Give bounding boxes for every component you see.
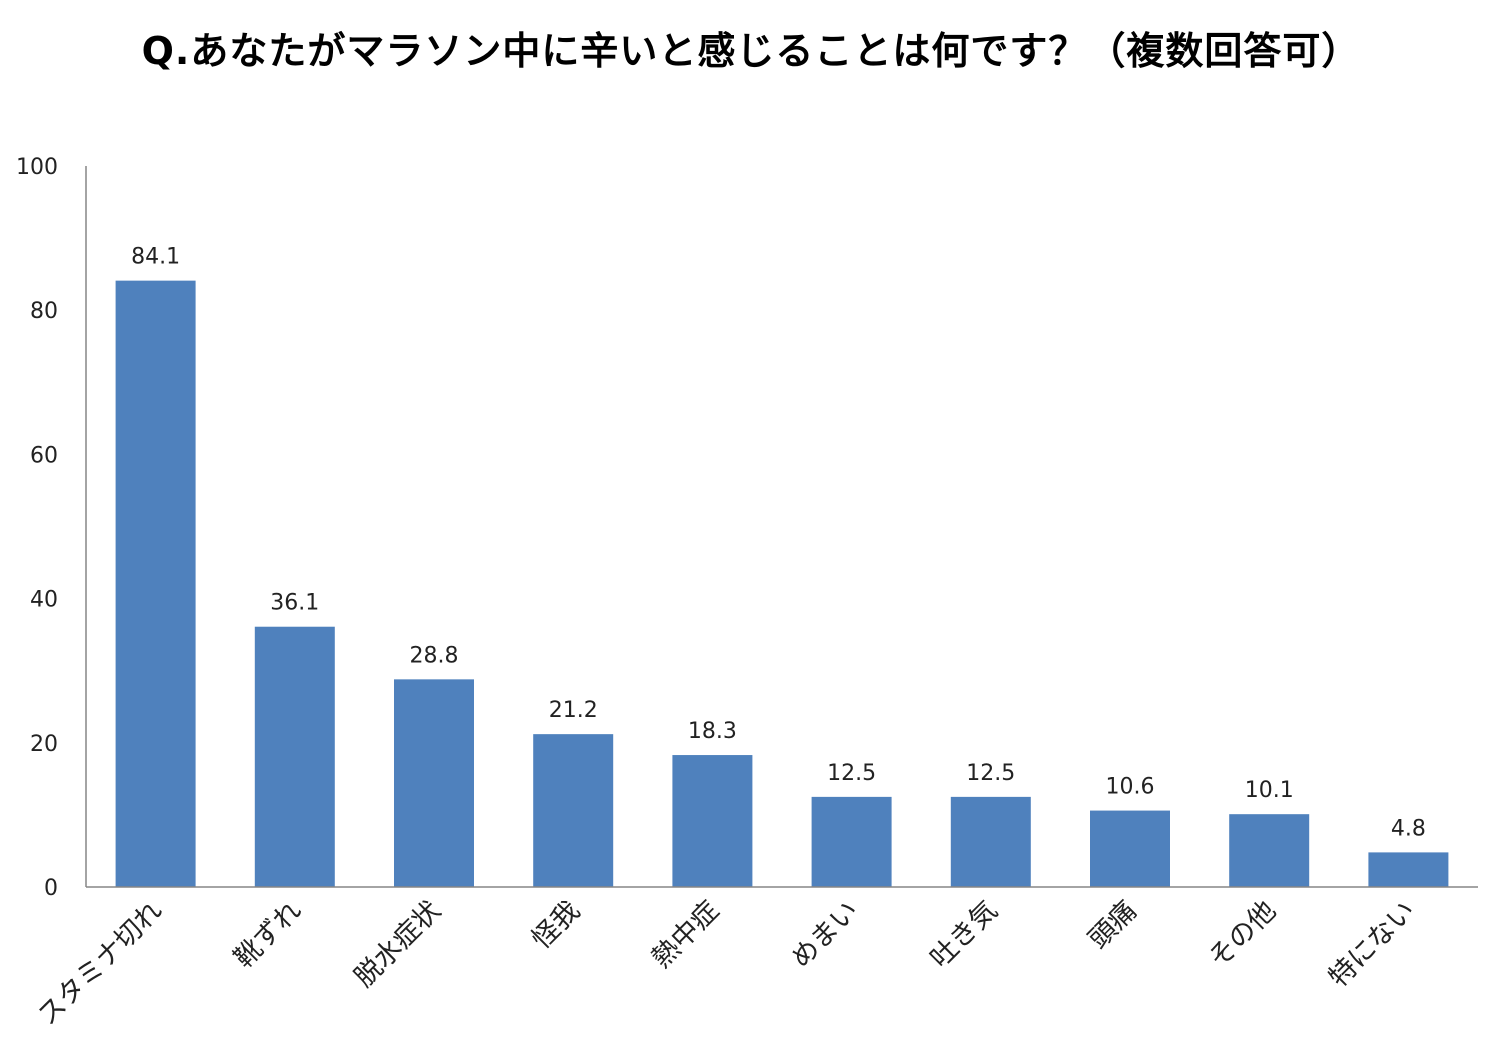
bar	[672, 755, 753, 887]
data-label: 36.1	[270, 591, 319, 616]
y-tick-label: 40	[30, 588, 58, 613]
bar	[115, 280, 196, 887]
data-label: 28.8	[410, 643, 459, 668]
x-tick-label: 怪我	[526, 895, 586, 955]
x-tick-label: 靴ずれ	[229, 895, 308, 974]
x-tick-label: 脱水症状	[349, 895, 447, 993]
bar	[533, 734, 614, 887]
bar	[254, 626, 335, 887]
y-tick-label: 0	[44, 876, 58, 901]
y-tick-label: 20	[30, 732, 58, 757]
bar	[811, 796, 892, 887]
data-label: 18.3	[688, 719, 737, 744]
chart-title: Q.あなたがマラソン中に辛いと感じることは何です？（複数回答可）	[141, 29, 1361, 73]
x-tick-label: スタミナ切れ	[32, 895, 168, 1031]
bar	[1368, 852, 1449, 887]
bar	[394, 679, 474, 887]
data-label: 84.1	[131, 245, 180, 270]
data-label: 10.1	[1245, 778, 1294, 803]
bar	[1090, 810, 1170, 887]
y-axis: 0 20 40 60 80 100	[16, 155, 87, 901]
x-tick-label: 特にない	[1323, 895, 1421, 993]
y-tick-label: 100	[16, 155, 58, 180]
data-label: 12.5	[966, 761, 1015, 786]
x-axis: スタミナ切れ 靴ずれ 脱水症状 怪我 熱中症 めまい 吐き気 頭痛 その他 特にない	[32, 886, 1478, 1032]
x-tick-label: 吐き気	[925, 895, 1004, 974]
data-label: 12.5	[827, 761, 876, 786]
bar	[950, 796, 1031, 887]
data-label: 10.6	[1106, 775, 1155, 800]
x-tick-label: その他	[1203, 895, 1282, 974]
data-label: 4.8	[1391, 816, 1426, 841]
y-tick-label: 60	[30, 443, 58, 468]
bars	[115, 280, 1449, 887]
x-tick-label: 頭痛	[1083, 895, 1143, 955]
bar	[1229, 814, 1310, 887]
data-label: 21.2	[549, 698, 598, 723]
x-tick-label: めまい	[785, 895, 864, 974]
y-tick-label: 80	[30, 299, 58, 324]
data-labels: 84.1 36.1 28.8 21.2 18.3 12.5 12.5 10.6 10.1 4.8	[131, 245, 1426, 842]
x-tick-label: 熱中症	[646, 895, 725, 974]
